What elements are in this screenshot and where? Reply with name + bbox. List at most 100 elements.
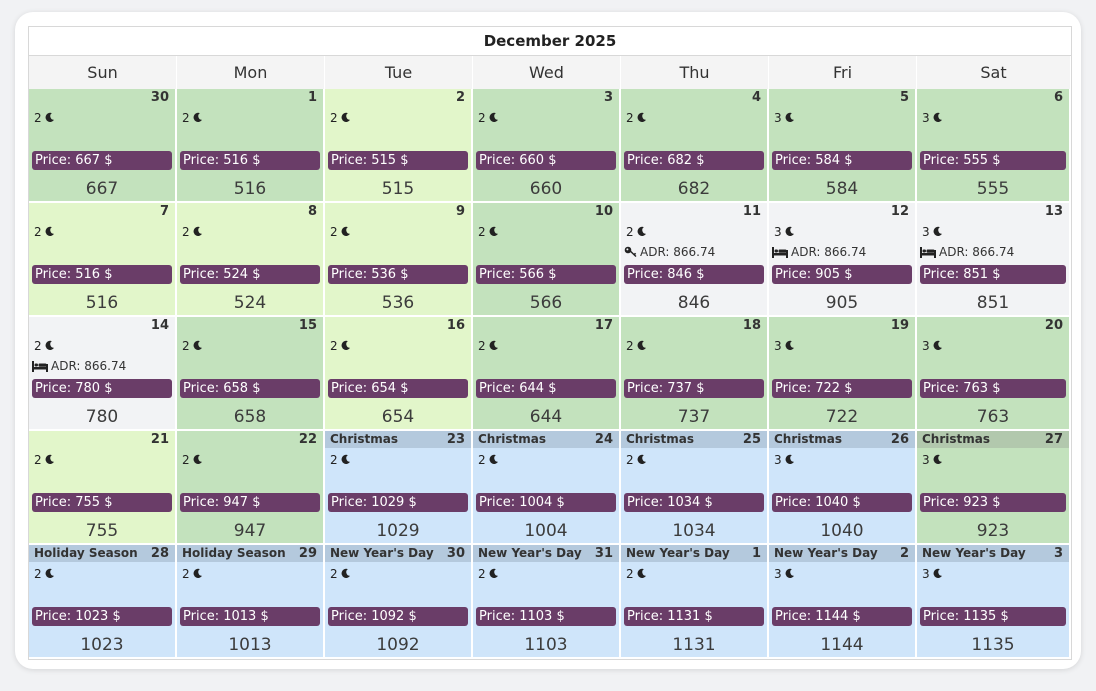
price-bar[interactable]: Price: 516 $ [180, 151, 320, 170]
day-cell[interactable]: Christmas 26 3 Price: 1040 $1040 [769, 431, 917, 545]
day-cell[interactable]: New Year's Day 3 3 Price: 1135 $1135 [917, 545, 1071, 659]
calendar-week-row: 7 2 Price: 516 $516 8 2 Price: 524 $524 9 2 Pric… [29, 203, 1071, 317]
price-bar[interactable]: Price: 1131 $ [624, 607, 764, 626]
day-cell[interactable]: 8 2 Price: 524 $524 [177, 203, 325, 317]
day-cell[interactable]: 19 3 Price: 722 $722 [769, 317, 917, 431]
day-cell[interactable]: 11 2 ADR: 866.74 Price: 846 $846 [621, 203, 769, 317]
price-bar[interactable]: Price: 524 $ [180, 265, 320, 284]
price-bar[interactable]: Price: 516 $ [32, 265, 172, 284]
nights-indicator: 2 [34, 111, 55, 125]
price-bar[interactable]: Price: 515 $ [328, 151, 468, 170]
nights-indicator: 2 [182, 111, 203, 125]
day-cell[interactable]: 20 3 Price: 763 $763 [917, 317, 1071, 431]
price-bar[interactable]: Price: 1144 $ [772, 607, 912, 626]
day-cell[interactable]: Christmas 27 3 Price: 923 $923 [917, 431, 1071, 545]
price-bar[interactable]: Price: 1092 $ [328, 607, 468, 626]
price-bar[interactable]: Price: 1034 $ [624, 493, 764, 512]
price-bar[interactable]: Price: 763 $ [920, 379, 1066, 398]
price-bar[interactable]: Price: 1023 $ [32, 607, 172, 626]
price-prefix: Price: [331, 381, 372, 396]
day-cell[interactable]: 17 2 Price: 644 $644 [473, 317, 621, 431]
price-bar[interactable]: Price: 1004 $ [476, 493, 616, 512]
price-amount: 584 [825, 179, 859, 199]
price-bar[interactable]: Price: 536 $ [328, 265, 468, 284]
day-cell[interactable]: 16 2 Price: 654 $654 [325, 317, 473, 431]
holiday-name: Christmas [330, 432, 399, 446]
day-cell[interactable]: 14 2 ADR: 866.74 Price: 780 $780 [29, 317, 177, 431]
day-cell[interactable]: Holiday Season 28 2 Price: 1023 $1023 [29, 545, 177, 659]
moon-icon [193, 340, 202, 350]
moon-icon [45, 112, 54, 122]
day-cell[interactable]: New Year's Day 30 2 Price: 1092 $1092 [325, 545, 473, 659]
day-cell[interactable]: 12 3 ADR: 866.74 Price: 905 $905 [769, 203, 917, 317]
price-bar[interactable]: Price: 1040 $ [772, 493, 912, 512]
day-cell[interactable]: 9 2 Price: 536 $536 [325, 203, 473, 317]
day-number: 15 [298, 318, 317, 333]
price-bar[interactable]: Price: 1029 $ [328, 493, 468, 512]
moon-icon [341, 340, 350, 350]
price-currency: $ [996, 609, 1009, 624]
day-cell[interactable]: 21 2 Price: 755 $755 [29, 431, 177, 545]
price-bar[interactable]: Price: 780 $ [32, 379, 172, 398]
nights-count: 2 [182, 453, 190, 467]
day-cell[interactable]: 4 2 Price: 682 $682 [621, 89, 769, 203]
holiday-name: New Year's Day [626, 546, 730, 560]
moon-icon [45, 568, 54, 578]
day-cell[interactable]: 10 2 Price: 566 $566 [473, 203, 621, 317]
day-cell[interactable]: 2 2 Price: 515 $515 [325, 89, 473, 203]
day-cell[interactable]: New Year's Day 31 2 Price: 1103 $1103 [473, 545, 621, 659]
price-value: 516 [223, 153, 249, 168]
price-bar[interactable]: Price: 737 $ [624, 379, 764, 398]
day-cell[interactable]: 6 3 Price: 555 $555 [917, 89, 1071, 203]
day-cell[interactable]: 3 2 Price: 660 $660 [473, 89, 621, 203]
price-bar[interactable]: Price: 584 $ [772, 151, 912, 170]
day-cell[interactable]: 7 2 Price: 516 $516 [29, 203, 177, 317]
price-bar[interactable]: Price: 566 $ [476, 265, 616, 284]
price-bar[interactable]: Price: 1013 $ [180, 607, 320, 626]
day-cell[interactable]: Holiday Season 29 2 Price: 1013 $1013 [177, 545, 325, 659]
price-bar[interactable]: Price: 923 $ [920, 493, 1066, 512]
day-cell[interactable]: 18 2 Price: 737 $737 [621, 317, 769, 431]
price-currency: $ [396, 381, 409, 396]
nights-count: 3 [774, 453, 782, 467]
day-cell[interactable]: New Year's Day 1 2 Price: 1131 $1131 [621, 545, 769, 659]
price-bar[interactable]: Price: 905 $ [772, 265, 912, 284]
price-bar[interactable]: Price: 644 $ [476, 379, 616, 398]
bed-icon [772, 247, 788, 258]
day-cell[interactable]: Christmas 23 2 Price: 1029 $1029 [325, 431, 473, 545]
day-cell[interactable]: New Year's Day 2 3 Price: 1144 $1144 [769, 545, 917, 659]
moon-icon [637, 340, 646, 350]
price-amount: 846 [677, 293, 711, 313]
day-cell[interactable]: Christmas 24 2 Price: 1004 $1004 [473, 431, 621, 545]
price-bar[interactable]: Price: 722 $ [772, 379, 912, 398]
price-value: 654 [371, 381, 397, 396]
price-bar[interactable]: Price: 660 $ [476, 151, 616, 170]
price-amount: 682 [677, 179, 711, 199]
day-cell[interactable]: Christmas 25 2 Price: 1034 $1034 [621, 431, 769, 545]
price-bar[interactable]: Price: 851 $ [920, 265, 1066, 284]
price-bar[interactable]: Price: 658 $ [180, 379, 320, 398]
price-bar[interactable]: Price: 846 $ [624, 265, 764, 284]
price-bar[interactable]: Price: 682 $ [624, 151, 764, 170]
price-bar[interactable]: Price: 555 $ [920, 151, 1066, 170]
price-bar[interactable]: Price: 1135 $ [920, 607, 1066, 626]
day-cell[interactable]: 1 2 Price: 516 $516 [177, 89, 325, 203]
weekday-sun: Sun [29, 56, 177, 89]
day-cell[interactable]: 15 2 Price: 658 $658 [177, 317, 325, 431]
nights-count: 2 [478, 339, 486, 353]
nights-count: 2 [626, 339, 634, 353]
price-bar[interactable]: Price: 654 $ [328, 379, 468, 398]
nights-indicator: 2 [478, 339, 499, 353]
price-bar[interactable]: Price: 755 $ [32, 493, 172, 512]
price-bar[interactable]: Price: 667 $ [32, 151, 172, 170]
price-currency: $ [100, 381, 113, 396]
price-value: 1040 [815, 495, 849, 510]
nights-indicator: 3 [922, 111, 943, 125]
day-cell[interactable]: 30 2 Price: 667 $667 [29, 89, 177, 203]
day-cell[interactable]: 13 3 ADR: 866.74 Price: 851 $851 [917, 203, 1071, 317]
day-cell[interactable]: 5 3 Price: 584 $584 [769, 89, 917, 203]
price-bar[interactable]: Price: 1103 $ [476, 607, 616, 626]
day-cell[interactable]: 22 2 Price: 947 $947 [177, 431, 325, 545]
price-bar[interactable]: Price: 947 $ [180, 493, 320, 512]
nights-indicator: 2 [478, 453, 499, 467]
